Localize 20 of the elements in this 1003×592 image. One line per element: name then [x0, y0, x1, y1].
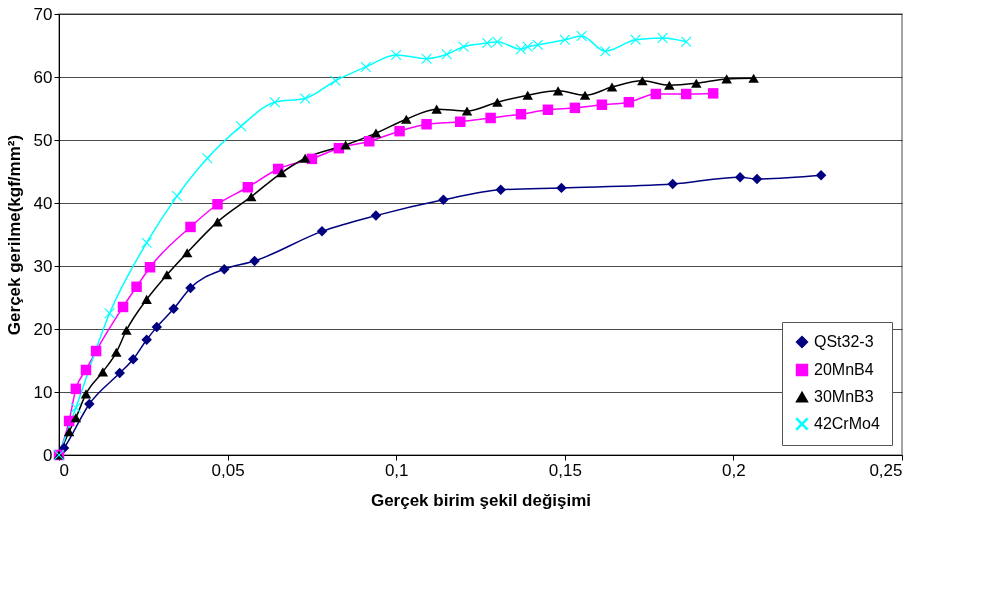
y-tick-label: 70 [33, 4, 53, 24]
x-tick-label: 0,15 [548, 460, 582, 480]
y-tick-label: 10 [33, 382, 53, 402]
x-tick-label: 0 [59, 460, 69, 480]
legend-label: QSt32-3 [814, 333, 874, 350]
x-tick-label: 0,2 [722, 460, 746, 480]
legend-label: 42CrMo4 [814, 415, 880, 432]
x-axis-title: Gerçek birim şekil değişimi [370, 490, 592, 510]
x-tick-label: 0,05 [211, 460, 245, 480]
y-tick-label: 0 [43, 445, 53, 465]
legend-label: 20MnB4 [814, 361, 874, 378]
x-tick-label: 0,25 [869, 460, 903, 480]
y-tick-label: 60 [33, 67, 53, 87]
y-axis-title: Gerçek gerilme(kgf/mm²) [4, 134, 24, 336]
y-tick-label: 50 [33, 130, 53, 150]
y-tick-label: 30 [33, 256, 53, 276]
x-tick-label: 0,1 [384, 460, 409, 480]
y-tick-label: 20 [33, 319, 53, 339]
legend-label: 30MnB3 [814, 388, 874, 405]
y-tick-label: 40 [33, 193, 53, 213]
